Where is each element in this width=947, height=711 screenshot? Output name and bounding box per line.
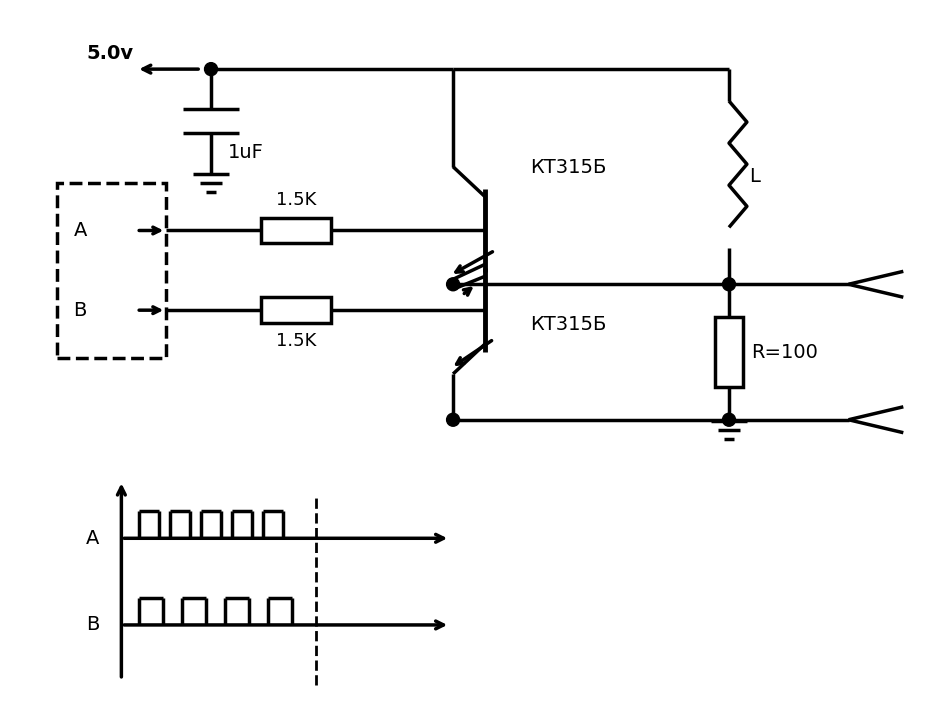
Bar <box>57 183 167 358</box>
Circle shape <box>723 278 736 291</box>
Text: B: B <box>86 616 99 634</box>
Bar <box>260 297 331 323</box>
Circle shape <box>447 413 459 426</box>
Text: 5.0v: 5.0v <box>86 44 134 63</box>
Circle shape <box>723 413 736 426</box>
Text: L: L <box>749 167 759 186</box>
Text: КТ315Б: КТ315Б <box>529 315 606 334</box>
Text: КТ315Б: КТ315Б <box>529 158 606 177</box>
Text: A: A <box>74 221 87 240</box>
Bar <box>715 317 743 387</box>
Text: 1.5K: 1.5K <box>276 332 316 350</box>
Text: 1.5K: 1.5K <box>276 191 316 208</box>
Circle shape <box>205 63 218 75</box>
Text: 1uF: 1uF <box>228 143 264 162</box>
Text: R=100: R=100 <box>751 343 818 361</box>
Circle shape <box>447 278 459 291</box>
Bar <box>260 218 331 243</box>
Text: B: B <box>74 301 87 320</box>
Text: A: A <box>86 529 99 547</box>
